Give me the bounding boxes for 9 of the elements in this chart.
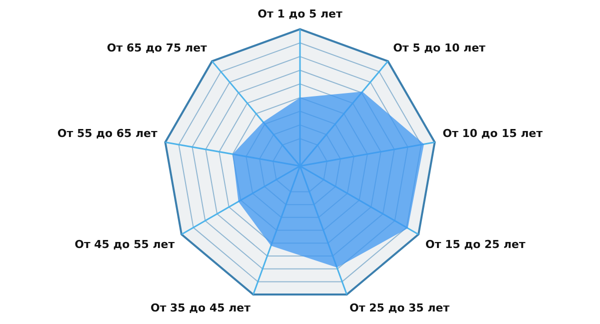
spoke-label: От 35 до 45 лет <box>150 302 252 315</box>
spoke-label: От 55 до 65 лет <box>57 127 158 140</box>
spoke-label: От 25 до 35 лет <box>350 302 450 315</box>
spoke-label: От 65 до 75 лет <box>106 41 208 54</box>
spoke-label: От 15 до 25 лет <box>425 238 526 251</box>
spoke-label: От 1 до 5 лет <box>258 7 343 20</box>
spoke-label: От 5 до 10 лет <box>393 41 486 54</box>
spoke-label: От 10 до 15 лет <box>442 127 544 140</box>
spoke-label: От 45 до 55 лет <box>74 238 176 251</box>
